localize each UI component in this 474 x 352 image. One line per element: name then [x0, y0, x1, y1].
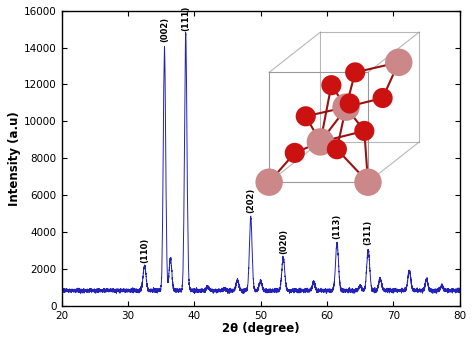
Text: (020): (020) [279, 228, 288, 253]
Text: (202): (202) [246, 188, 255, 213]
Circle shape [327, 139, 347, 159]
Circle shape [296, 106, 316, 126]
Y-axis label: Intensity (a.u): Intensity (a.u) [8, 111, 21, 206]
Text: (110): (110) [140, 238, 149, 263]
Circle shape [354, 121, 374, 141]
Circle shape [285, 143, 305, 163]
Circle shape [255, 169, 283, 196]
Text: (113): (113) [333, 214, 341, 239]
Circle shape [373, 88, 392, 108]
Circle shape [345, 62, 365, 82]
Circle shape [332, 93, 360, 121]
Circle shape [385, 49, 412, 76]
Circle shape [307, 128, 334, 156]
X-axis label: 2θ (degree): 2θ (degree) [222, 322, 300, 335]
Circle shape [354, 169, 382, 196]
Text: (111): (111) [181, 6, 190, 31]
Text: (002): (002) [160, 17, 169, 42]
Circle shape [339, 93, 360, 114]
Text: (311): (311) [364, 220, 373, 245]
Circle shape [321, 75, 341, 95]
